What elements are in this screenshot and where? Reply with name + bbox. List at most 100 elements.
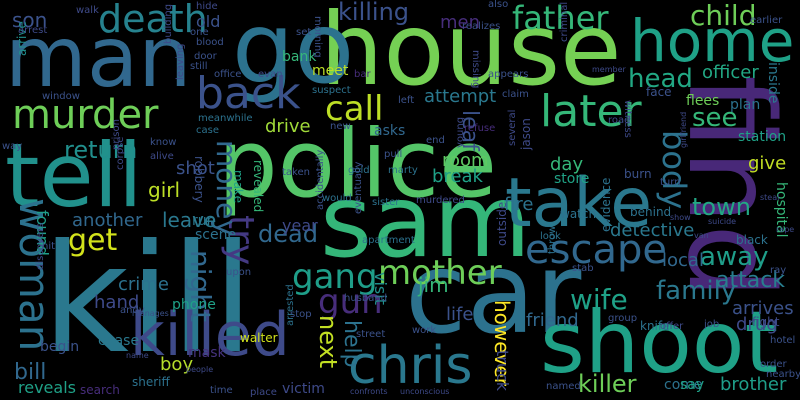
- word-town: town: [692, 193, 751, 221]
- word-black: black: [736, 233, 768, 247]
- word-alive: alive: [150, 151, 174, 162]
- word-behind: behind: [630, 205, 672, 219]
- word-come: come: [664, 377, 703, 393]
- word-blood: blood: [196, 37, 224, 48]
- word-tell: tell: [5, 124, 143, 227]
- word-chris: chris: [348, 336, 473, 396]
- word-escape: escape: [525, 227, 667, 273]
- word-watch: watch: [560, 207, 597, 221]
- word-set: set: [296, 27, 312, 38]
- word-order: order: [760, 359, 787, 370]
- word-show: show: [670, 213, 691, 222]
- word-evidence: evidence: [599, 177, 613, 232]
- word-young: young: [455, 116, 466, 148]
- word-office: office: [214, 69, 242, 80]
- word-stab: stab: [572, 263, 594, 274]
- word-eventually: eventually: [353, 161, 364, 214]
- word-ray: ray: [770, 265, 787, 276]
- word-attempt: attempt: [424, 86, 497, 107]
- word-call: call: [325, 89, 384, 129]
- word-father: father: [512, 0, 609, 37]
- word-murder: murder: [12, 92, 159, 138]
- word-men: men: [440, 12, 481, 33]
- word-manages: manages: [132, 309, 169, 318]
- word-killing: killing: [338, 0, 410, 26]
- word-victim: victim: [282, 381, 325, 397]
- word-family: family: [656, 276, 737, 306]
- word-drive: drive: [265, 116, 311, 137]
- word-suicide: suicide: [708, 217, 737, 226]
- word-work: work: [412, 325, 437, 336]
- word-year: year: [282, 216, 318, 235]
- word-car: car: [405, 229, 582, 359]
- word-confronts: confronts: [350, 387, 388, 396]
- word-sheriff: sheriff: [132, 375, 170, 389]
- word-room: room: [442, 150, 489, 171]
- word-people: people: [186, 365, 214, 374]
- word-later: later: [540, 86, 642, 137]
- word-girl: girl: [148, 178, 181, 202]
- word-say: say: [680, 377, 705, 393]
- word-road: road: [608, 115, 631, 126]
- word-pull: pull: [384, 149, 403, 160]
- word-group: group: [608, 313, 638, 324]
- word-place: place: [250, 387, 277, 398]
- word-make: make: [231, 170, 245, 203]
- word-attack: attack: [716, 268, 786, 293]
- word-member: member: [592, 65, 626, 74]
- word-look: look: [540, 231, 561, 242]
- word-steal: steal: [760, 193, 780, 202]
- word-arrives: arrives: [732, 298, 794, 319]
- word-friend: friend: [526, 310, 579, 331]
- word-end: end: [426, 135, 445, 146]
- word-left: left: [398, 95, 415, 106]
- word-way: way: [2, 141, 23, 152]
- word-throw: throw: [547, 225, 558, 254]
- word-flees: flees: [686, 93, 720, 109]
- word-taken: taken: [282, 167, 310, 178]
- word-burn: burn: [624, 167, 652, 181]
- word-walk: walk: [76, 5, 99, 16]
- word-asks: asks: [374, 123, 406, 139]
- word-reveals: reveals: [18, 378, 76, 397]
- word-robbery: robbery: [192, 156, 206, 203]
- word-store: store: [554, 171, 590, 187]
- word-jason: jason: [519, 118, 533, 150]
- word-fight: fight: [752, 315, 780, 329]
- word-police: police: [218, 110, 497, 219]
- word-hide: hide: [196, 1, 218, 12]
- word-criminal: criminal: [559, 1, 570, 42]
- word-street: street: [356, 329, 386, 340]
- word-scene: scene: [195, 227, 237, 243]
- word-drug: drug: [736, 314, 778, 335]
- word-go: go: [232, 0, 355, 106]
- word-begin: begin: [40, 339, 80, 355]
- word-walter: walter: [240, 331, 278, 345]
- word-sam: sam: [320, 163, 531, 280]
- word-marty: marty: [388, 165, 418, 176]
- word-building: building: [163, 3, 174, 44]
- word-murdered: murdered: [416, 195, 465, 206]
- word-hotel: hotel: [770, 335, 796, 346]
- word-search: search: [80, 383, 120, 397]
- word-sister: sister: [372, 197, 400, 208]
- word-get: get: [68, 223, 118, 258]
- word-still: still: [190, 61, 208, 72]
- word-rape: rape: [776, 225, 795, 234]
- word-mask: mask: [188, 345, 226, 361]
- word-death: death: [98, 0, 208, 41]
- word-officer: officer: [702, 62, 759, 83]
- word-phone: phone: [172, 297, 216, 313]
- word-bank: bank: [282, 49, 317, 65]
- word-fire: fire: [504, 194, 534, 215]
- word-shoot: shoot: [540, 293, 779, 393]
- word-named: named: [546, 381, 581, 392]
- word-shot: shot: [176, 158, 215, 179]
- word-evan: evan: [258, 69, 283, 80]
- word-break: break: [432, 166, 483, 187]
- word-return: return: [64, 136, 138, 164]
- word-inside: inside: [765, 62, 781, 104]
- word-nearby: nearby: [766, 369, 800, 380]
- word-chase: chase: [98, 333, 140, 349]
- word-boy: boy: [160, 354, 194, 375]
